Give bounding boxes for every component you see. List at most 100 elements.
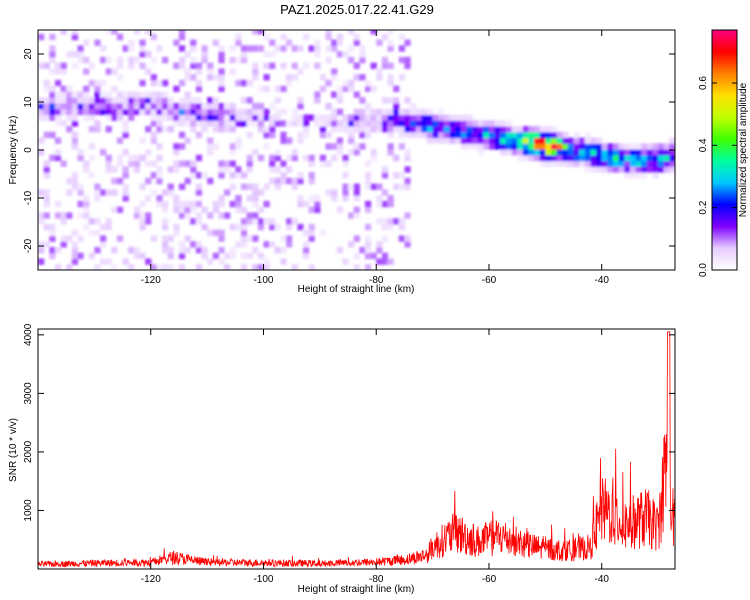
heatmap-cell bbox=[190, 120, 197, 127]
heatmap-cell bbox=[336, 120, 344, 127]
heatmap-cell bbox=[263, 114, 270, 121]
heatmap-cell bbox=[212, 97, 219, 104]
heatmap-cell bbox=[658, 160, 665, 167]
heatmap-cell bbox=[438, 120, 445, 127]
heatmap-cell bbox=[426, 114, 434, 121]
heatmap-cell bbox=[641, 172, 648, 179]
heatmap-cell bbox=[66, 51, 73, 58]
heatmap-cell bbox=[195, 120, 203, 127]
heatmap-cell bbox=[404, 212, 411, 219]
heatmap-cell bbox=[43, 189, 50, 196]
heatmap-cell bbox=[387, 74, 394, 81]
heatmap-cell bbox=[71, 177, 79, 185]
heatmap-cell bbox=[522, 149, 530, 156]
heatmap-cell bbox=[150, 120, 157, 127]
heatmap-cell bbox=[105, 126, 112, 133]
heatmap-cell bbox=[596, 149, 603, 156]
heatmap-cell bbox=[410, 131, 417, 139]
heatmap-cell bbox=[145, 68, 152, 75]
heatmap-cell bbox=[54, 120, 62, 127]
heatmap-cell bbox=[105, 223, 112, 231]
heatmap-cell bbox=[150, 160, 157, 167]
heatmap-cell bbox=[235, 33, 242, 41]
heatmap-cell bbox=[167, 183, 174, 190]
heatmap-cell bbox=[280, 120, 287, 127]
heatmap-cell bbox=[190, 241, 197, 248]
heatmap-cell bbox=[404, 108, 411, 116]
heatmap-cell bbox=[94, 97, 101, 104]
heatmap-cell bbox=[274, 177, 281, 185]
heatmap-cell bbox=[302, 241, 310, 248]
heatmap-cell bbox=[308, 229, 315, 237]
y-tick-label: 1000 bbox=[23, 499, 34, 522]
heatmap-cell bbox=[201, 252, 208, 260]
heatmap-cell bbox=[178, 56, 186, 64]
heatmap-cell bbox=[83, 206, 90, 213]
heatmap-cell bbox=[579, 149, 586, 156]
heatmap-cell bbox=[455, 114, 462, 121]
heatmap-cell bbox=[624, 172, 631, 179]
heatmap-cell bbox=[111, 114, 118, 121]
heatmap-cell bbox=[184, 212, 191, 219]
heatmap-cell bbox=[246, 235, 253, 242]
heatmap-cell bbox=[269, 177, 276, 185]
heatmap-cell bbox=[229, 68, 236, 75]
heatmap-cell bbox=[274, 108, 281, 116]
heatmap-cell bbox=[517, 131, 524, 139]
heatmap-cell bbox=[342, 189, 349, 196]
heatmap-cell bbox=[178, 206, 186, 213]
heatmap-cell bbox=[658, 166, 665, 173]
heatmap-cell bbox=[280, 108, 287, 116]
heatmap-cell bbox=[49, 114, 56, 121]
heatmap-cell bbox=[167, 166, 174, 173]
heatmap-cell bbox=[167, 264, 174, 270]
heatmap-cell bbox=[54, 68, 62, 75]
heatmap-cell bbox=[370, 62, 377, 69]
heatmap-cell bbox=[218, 126, 225, 133]
heatmap-cell bbox=[156, 97, 163, 104]
heatmap-cell bbox=[105, 258, 112, 265]
heatmap-cell bbox=[116, 62, 124, 69]
heatmap-cell bbox=[652, 172, 659, 179]
heatmap-cell bbox=[229, 126, 236, 133]
heatmap-cell bbox=[641, 149, 648, 156]
heatmap-cell bbox=[190, 108, 197, 116]
heatmap-cell bbox=[415, 131, 422, 139]
heatmap-cell bbox=[348, 56, 355, 64]
heatmap-cell bbox=[348, 131, 355, 139]
heatmap-cell bbox=[291, 114, 298, 121]
heatmap-cell bbox=[319, 120, 327, 127]
heatmap-cell bbox=[224, 102, 231, 110]
heatmap-cell bbox=[410, 120, 417, 127]
heatmap-cell bbox=[353, 189, 360, 196]
heatmap-cell bbox=[133, 30, 141, 35]
heatmap-cell bbox=[601, 143, 608, 150]
heatmap-cell bbox=[71, 183, 79, 190]
heatmap-cell bbox=[71, 252, 79, 260]
heatmap-cell bbox=[49, 223, 56, 231]
heatmap-cell bbox=[658, 149, 665, 156]
heatmap-cell bbox=[534, 149, 541, 156]
heatmap-cell bbox=[398, 131, 406, 139]
heatmap-cell bbox=[49, 108, 56, 116]
heatmap-cell bbox=[43, 200, 50, 208]
heatmap-cell bbox=[178, 212, 186, 219]
heatmap-cell bbox=[246, 160, 253, 167]
heatmap-cell bbox=[207, 177, 214, 185]
heatmap-cell bbox=[528, 137, 535, 144]
colorbar-gradient bbox=[711, 29, 738, 271]
heatmap-cell bbox=[550, 137, 558, 144]
heatmap-cell bbox=[336, 246, 344, 254]
heatmap-cell bbox=[116, 91, 124, 98]
heatmap-cell bbox=[156, 166, 163, 173]
heatmap-cell bbox=[297, 177, 304, 185]
heatmap-cell bbox=[302, 252, 310, 260]
heatmap-cell bbox=[297, 131, 304, 139]
heatmap-cell bbox=[246, 252, 253, 260]
heatmap-cell bbox=[218, 120, 225, 127]
heatmap-cell bbox=[100, 258, 107, 265]
heatmap-cell bbox=[38, 149, 45, 156]
heatmap-cell bbox=[162, 235, 169, 242]
spectrogram-x-ticks: -120 -100 -80 -60 -40 bbox=[141, 30, 609, 286]
heatmap-cell bbox=[162, 102, 169, 110]
